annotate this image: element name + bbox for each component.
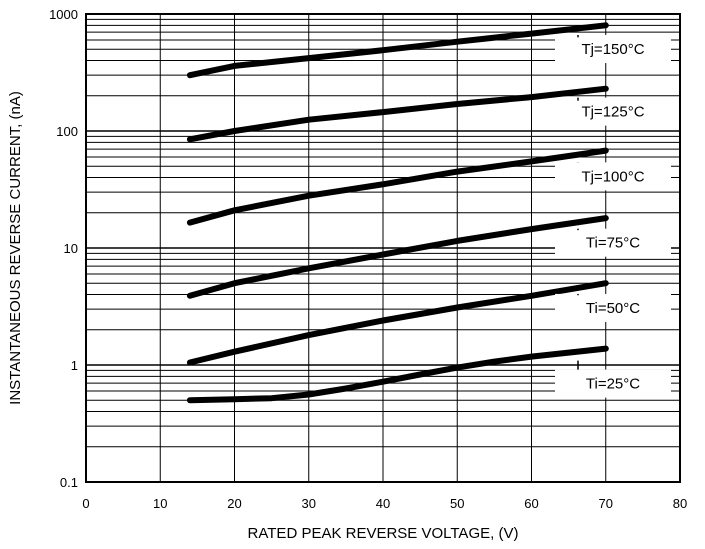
x-tick-label: 70 (599, 496, 613, 511)
series-line (186, 147, 609, 226)
series-line (186, 280, 609, 366)
legend-label: Tj=100°C (581, 168, 644, 185)
x-tick-label: 80 (673, 496, 687, 511)
legend-label-box (555, 97, 671, 126)
x-tick-label: 50 (450, 496, 464, 511)
y-tick-label: 1 (71, 358, 78, 373)
legend-label: Ti=75°C (586, 235, 640, 252)
legend-label: Tj=150°C (581, 41, 644, 58)
y-tick-label: 10 (64, 241, 78, 256)
x-tick-label: 40 (376, 496, 390, 511)
legend-label-box (555, 162, 671, 191)
x-axis-title: RATED PEAK REVERSE VOLTAGE, (V) (248, 525, 519, 542)
plot-frame (85, 13, 681, 483)
tick-labels: 0 10 20 30 40 50 60 70 80 0.1 1 10 100 1000 (49, 7, 687, 511)
x-tick-label: 60 (524, 496, 538, 511)
x-tick-label: 30 (302, 496, 316, 511)
y-tick-label: 0.1 (60, 475, 78, 490)
legend-layer: Tj=150°C Tj=125°C Tj=100°C Ti=75°C Ti=50°C Ti… (555, 35, 671, 398)
series-line (186, 22, 609, 79)
legend-label-box (555, 35, 671, 64)
x-tick-label: 10 (153, 496, 167, 511)
legend-label: Ti=25°C (586, 376, 640, 393)
series-layer (186, 22, 609, 404)
y-tick-label: 100 (56, 124, 78, 139)
series-line (186, 85, 609, 143)
series-line (186, 215, 609, 299)
legend-label-box (555, 228, 671, 257)
x-tick-label: 20 (227, 496, 241, 511)
y-axis-title: INSTANTANEOUS REVERSE CURRENT, (nA) (7, 91, 24, 405)
legend-label-box (555, 369, 671, 398)
legend-label-box (555, 293, 671, 322)
legend-label: Tj=125°C (581, 104, 644, 121)
series-line (186, 345, 609, 404)
x-tick-label: 0 (82, 496, 89, 511)
legend-label: Ti=50°C (586, 300, 640, 317)
y-tick-label: 1000 (49, 7, 78, 22)
